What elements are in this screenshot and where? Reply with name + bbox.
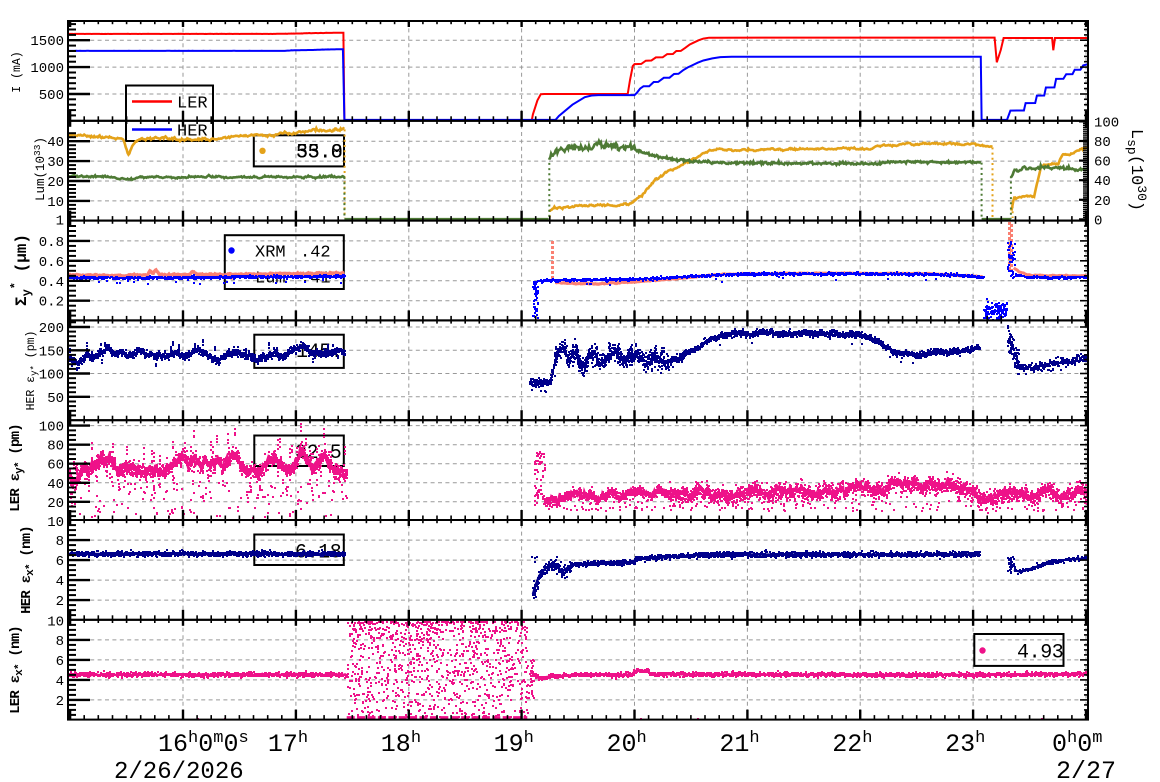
svg-text:100: 100 <box>39 420 64 436</box>
svg-text:2/27: 2/27 <box>1056 757 1116 782</box>
svg-text:10: 10 <box>47 515 64 531</box>
svg-text:4: 4 <box>56 574 64 590</box>
svg-text:8: 8 <box>56 634 64 650</box>
svg-text:10: 10 <box>47 195 64 211</box>
svg-text:40: 40 <box>47 477 64 493</box>
svg-text:2: 2 <box>56 694 64 710</box>
svg-text:33.8: 33.8 <box>296 142 342 165</box>
svg-text:0: 0 <box>1094 213 1102 229</box>
svg-text:LER εx* (nm): LER εx* (nm) <box>8 626 26 714</box>
svg-text:HER εy* (pm): HER εy* (pm) <box>25 331 40 411</box>
svg-text:60: 60 <box>47 458 64 474</box>
svg-text:4: 4 <box>56 674 64 690</box>
svg-text:500: 500 <box>39 88 64 104</box>
svg-text:1000: 1000 <box>30 61 64 77</box>
svg-text:30: 30 <box>47 155 64 171</box>
svg-text:80: 80 <box>1094 135 1111 151</box>
svg-text:19h: 19h <box>494 729 534 759</box>
svg-text:XRM: XRM <box>255 244 286 263</box>
svg-text:LER: LER <box>177 95 208 114</box>
svg-text:40: 40 <box>47 135 64 151</box>
svg-text:20: 20 <box>47 496 64 512</box>
svg-text:200: 200 <box>39 321 64 337</box>
svg-text:150: 150 <box>39 344 64 360</box>
svg-text:.42: .42 <box>300 244 331 263</box>
svg-text:6: 6 <box>56 654 64 670</box>
svg-text:60: 60 <box>1094 155 1111 171</box>
svg-text:40: 40 <box>1094 174 1111 190</box>
svg-text:16h0m0s: 16h0m0s <box>158 729 249 759</box>
svg-text:HER εx* (nm): HER εx* (nm) <box>19 526 37 614</box>
svg-text:2/26/2026: 2/26/2026 <box>114 759 244 782</box>
svg-text:2: 2 <box>56 594 64 610</box>
svg-text:6: 6 <box>56 554 64 570</box>
svg-text:8: 8 <box>56 534 64 550</box>
svg-text:55.0: 55.0 <box>296 142 342 165</box>
svg-text:80: 80 <box>47 439 64 455</box>
svg-text:50: 50 <box>47 391 64 407</box>
svg-text:0.2: 0.2 <box>39 295 64 311</box>
svg-text:0.6: 0.6 <box>39 255 64 271</box>
svg-text:4.93: 4.93 <box>1017 642 1063 665</box>
svg-text:0.8: 0.8 <box>39 235 64 251</box>
svg-text:1: 1 <box>56 214 64 230</box>
svg-text:10: 10 <box>47 614 64 630</box>
svg-text:1500: 1500 <box>30 34 64 50</box>
svg-text:100: 100 <box>1094 115 1119 131</box>
svg-text:20: 20 <box>1094 194 1111 210</box>
svg-text:0.4: 0.4 <box>39 275 64 291</box>
svg-text:100: 100 <box>39 368 64 384</box>
svg-text:HER: HER <box>177 123 208 142</box>
svg-text:LER εy* (pm): LER εy* (pm) <box>8 424 26 512</box>
svg-text:20: 20 <box>47 175 64 191</box>
svg-text:I (mA): I (mA) <box>11 51 24 92</box>
